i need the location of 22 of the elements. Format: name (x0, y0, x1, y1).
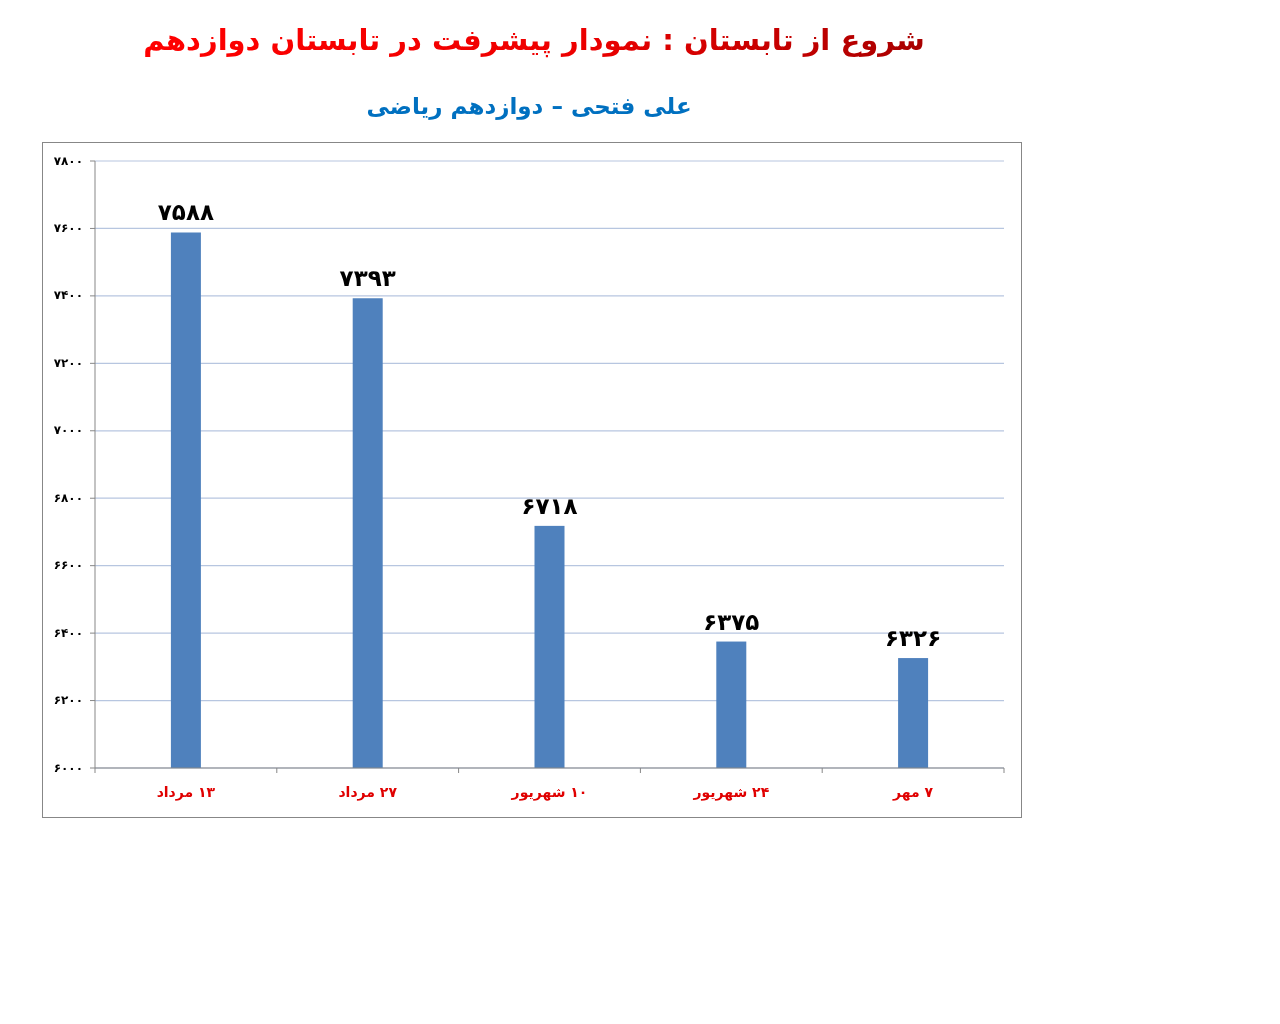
y-tick-label: ۷۲۰۰ (53, 355, 83, 370)
y-tick-label: ۶۰۰۰ (53, 760, 83, 775)
x-tick-label: ۷ مهر (892, 784, 934, 801)
y-tick-label: ۶۶۰۰ (53, 558, 83, 573)
data-label: ۷۵۸۸ (157, 199, 214, 226)
y-tick-label: ۶۲۰۰ (53, 693, 83, 708)
data-label: ۶۳۷۵ (703, 608, 760, 635)
y-tick-label: ۷۶۰۰ (53, 220, 83, 235)
data-label: ۷۳۹۳ (339, 265, 396, 292)
y-tick-label: ۷۸۰۰ (53, 153, 83, 168)
x-tick-label: ۲۷ مرداد (338, 784, 398, 801)
y-tick-label: ۶۸۰۰ (53, 490, 83, 505)
x-tick-label: ۱۰ شهریور (510, 784, 588, 801)
x-tick-label: ۲۴ شهریور (692, 784, 770, 801)
chart-title: شروع از تابستان : نمودار پیشرفت در تابستان دوازدهم (143, 23, 925, 58)
y-tick-label: ۶۴۰۰ (53, 625, 83, 640)
y-tick-label: ۷۰۰۰ (53, 423, 83, 438)
x-tick-label: ۱۳ مرداد (156, 784, 216, 801)
chart-subtitle: علی فتحی – دوازدهم ریاضی (366, 93, 692, 120)
data-label: ۶۷۱۸ (521, 492, 578, 519)
data-label: ۶۳۲۶ (885, 625, 942, 652)
y-tick-label: ۷۴۰۰ (53, 288, 83, 303)
